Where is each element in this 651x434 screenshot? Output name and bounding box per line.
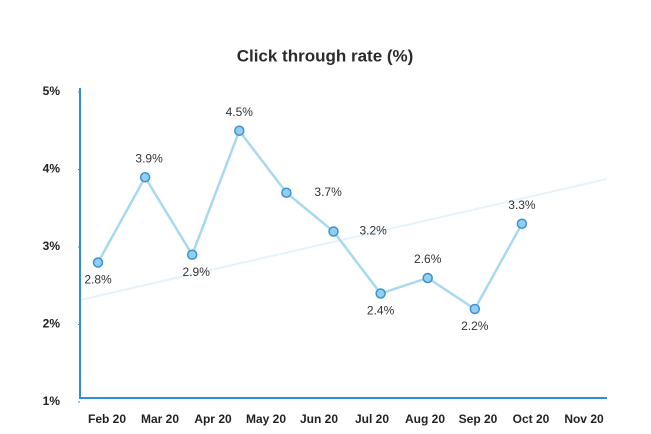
data-label: 3.9% — [135, 151, 163, 165]
chart-title: Click through rate (%) — [237, 46, 414, 65]
y-tick-label: 5% — [43, 84, 61, 98]
point — [281, 187, 292, 198]
x-tick-label: Aug 20 — [405, 412, 445, 426]
point — [422, 272, 433, 284]
y-tick-label: 3% — [43, 239, 61, 253]
data-label: 3.2% — [360, 224, 388, 238]
data-label: 2.6% — [414, 252, 442, 266]
data-label: 2.8% — [84, 273, 112, 287]
data-label: 3.3% — [508, 198, 536, 212]
x-tick-label: Feb 20 — [88, 412, 126, 426]
y-tick-label: 1% — [43, 394, 61, 408]
data-label: 2.2% — [461, 319, 489, 333]
point — [139, 172, 151, 183]
series-line — [96, 128, 523, 311]
data-label: 3.7% — [314, 185, 342, 199]
point — [469, 303, 481, 315]
point — [375, 288, 386, 299]
x-tick-label: Apr 20 — [194, 412, 232, 426]
point — [516, 218, 528, 229]
x-tick-label: Oct 20 — [513, 412, 550, 426]
trend-line — [79, 178, 608, 301]
data-label: 4.5% — [226, 105, 254, 119]
x-tick-label: Mar 20 — [141, 412, 179, 426]
data-label: 2.9% — [183, 265, 211, 279]
point — [234, 125, 245, 136]
y-tick-label: 2% — [43, 317, 61, 331]
point — [186, 249, 198, 260]
x-tick-label: Jul 20 — [355, 412, 389, 426]
x-tick-label: Jun 20 — [300, 412, 338, 426]
y-tick-label: 4% — [43, 162, 61, 176]
data-label: 2.4% — [367, 304, 395, 318]
point — [328, 226, 339, 237]
point — [92, 257, 104, 268]
x-tick-label: Sep 20 — [459, 412, 498, 426]
x-tick-label: Nov 20 — [564, 412, 604, 426]
x-tick-label: May 20 — [246, 412, 286, 426]
